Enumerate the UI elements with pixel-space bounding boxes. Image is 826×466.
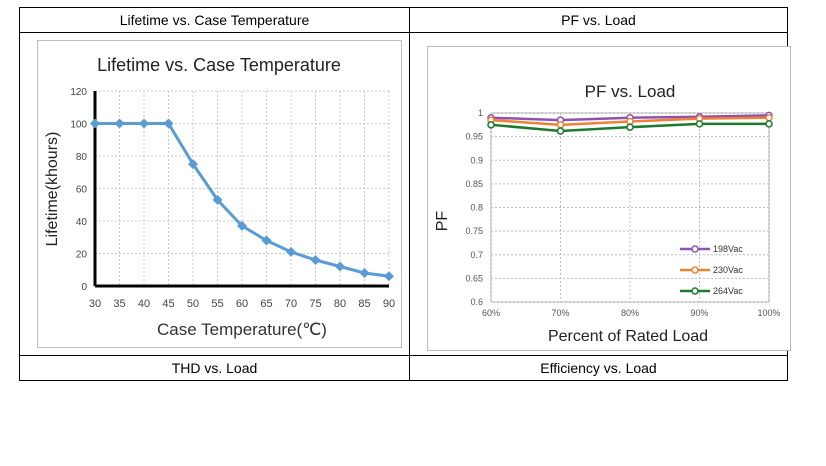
pf-data-point-264Vac xyxy=(765,120,773,128)
chart-title: Lifetime vs. Case Temperature xyxy=(97,55,341,75)
legend-marker-264Vac xyxy=(691,287,699,295)
cell-header-pf: PF vs. Load xyxy=(409,7,788,33)
y-tick-label: 0.95 xyxy=(465,132,483,142)
pf-data-point-230Vac xyxy=(765,113,773,122)
lifetime-data-point xyxy=(139,118,149,129)
y-tick-label: 0.85 xyxy=(465,179,483,189)
legend-marker-198Vac xyxy=(691,245,699,253)
chart-title: PF vs. Load xyxy=(585,82,676,101)
x-axis-label: Percent of Rated Load xyxy=(548,328,708,345)
pf-data-point-264Vac xyxy=(626,123,634,131)
y-tick-label: 0.7 xyxy=(470,250,483,260)
x-tick-label: 45 xyxy=(162,298,174,310)
x-tick-label: 35 xyxy=(113,298,125,310)
x-tick-label: 50 xyxy=(187,298,199,310)
y-tick-label: 100 xyxy=(70,120,87,131)
y-axis-label: Lifetime(khours) xyxy=(44,132,61,247)
lifetime-data-point xyxy=(286,246,296,257)
lifetime-data-point xyxy=(237,220,247,231)
lifetime-data-point xyxy=(359,268,370,278)
y-tick-label: 0.6 xyxy=(470,297,483,307)
y-tick-label: 20 xyxy=(76,250,88,261)
x-tick-label: 70 xyxy=(285,298,297,310)
legend-label: 264Vac xyxy=(713,286,743,296)
y-tick-label: 120 xyxy=(70,87,87,98)
y-tick-label: 80 xyxy=(76,152,88,163)
lifetime-data-point xyxy=(90,118,100,129)
x-tick-label: 60 xyxy=(236,298,248,310)
x-axis-label: Case Temperature(℃) xyxy=(157,320,327,339)
pf-chart-panel: PF vs. Load 60% 70% 80% 90% 100% 0.6 0.65 0.7 0.7… xyxy=(427,46,791,351)
x-tick-label: 60% xyxy=(482,308,500,318)
x-tick-label: 85 xyxy=(358,298,370,310)
lifetime-data-point xyxy=(114,118,125,129)
y-tick-label: 0.75 xyxy=(465,226,483,236)
lifetime-data-point xyxy=(212,194,223,205)
cell-pf-chart: PF vs. Load 60% 70% 80% 90% 100% 0.6 0.65 0.7 0.7… xyxy=(409,32,791,356)
y-axis-label: PF xyxy=(434,211,451,232)
lifetime-data-point xyxy=(163,118,174,129)
pf-data-point-230Vac xyxy=(556,121,565,129)
x-tick-label: 90% xyxy=(690,308,708,318)
lifetime-chart: Lifetime vs. Case Temperature 30 35 40 45 50 5… xyxy=(44,55,395,339)
lifetime-data-point xyxy=(335,261,345,272)
legend-label: 198Vac xyxy=(713,244,743,254)
x-tick-label: 65 xyxy=(260,298,272,310)
cell-lifetime-chart: Lifetime vs. Case Temperature 30 35 40 45 50 5… xyxy=(19,32,410,356)
cell-header-thd: THD vs. Load xyxy=(19,355,410,381)
cell-header-lifetime: Lifetime vs. Case Temperature xyxy=(19,7,410,33)
y-tick-label: 0.65 xyxy=(465,273,483,283)
lifetime-chart-panel: Lifetime vs. Case Temperature 30 35 40 45 50 5… xyxy=(37,40,402,348)
x-tick-label: 80 xyxy=(334,298,346,310)
pf-data-point-264Vac xyxy=(556,127,565,135)
y-tick-label: 0 xyxy=(81,282,87,293)
x-tick-label: 75 xyxy=(309,298,321,310)
lifetime-data-point xyxy=(310,255,321,265)
lifetime-data-point xyxy=(384,271,394,282)
x-tick-label: 55 xyxy=(211,298,223,310)
lifetime-data-point xyxy=(188,159,198,170)
y-tick-label: 40 xyxy=(76,217,88,228)
x-tick-label: 30 xyxy=(89,298,101,310)
pf-data-point-264Vac xyxy=(695,120,704,128)
legend-label: 230Vac xyxy=(713,265,743,275)
y-tick-label: 0.8 xyxy=(470,203,483,213)
x-tick-label: 90 xyxy=(383,298,395,310)
pf-chart: PF vs. Load 60% 70% 80% 90% 100% 0.6 0.65 0.7 0.7… xyxy=(434,82,781,345)
x-tick-label: 70% xyxy=(551,308,569,318)
chart-table: Lifetime vs. Case Temperature PF vs. Loa… xyxy=(19,7,791,381)
x-tick-label: 80% xyxy=(621,308,639,318)
x-tick-label: 100% xyxy=(757,308,780,318)
x-tick-label: 40 xyxy=(138,298,150,310)
y-tick-label: 0.9 xyxy=(470,155,483,165)
pf-data-point-264Vac xyxy=(487,121,495,129)
legend-marker-230Vac xyxy=(691,266,699,274)
y-tick-label: 1 xyxy=(478,108,483,118)
lifetime-data-point xyxy=(261,235,272,246)
y-tick-label: 60 xyxy=(76,185,88,196)
cell-header-efficiency: Efficiency vs. Load xyxy=(409,355,788,381)
